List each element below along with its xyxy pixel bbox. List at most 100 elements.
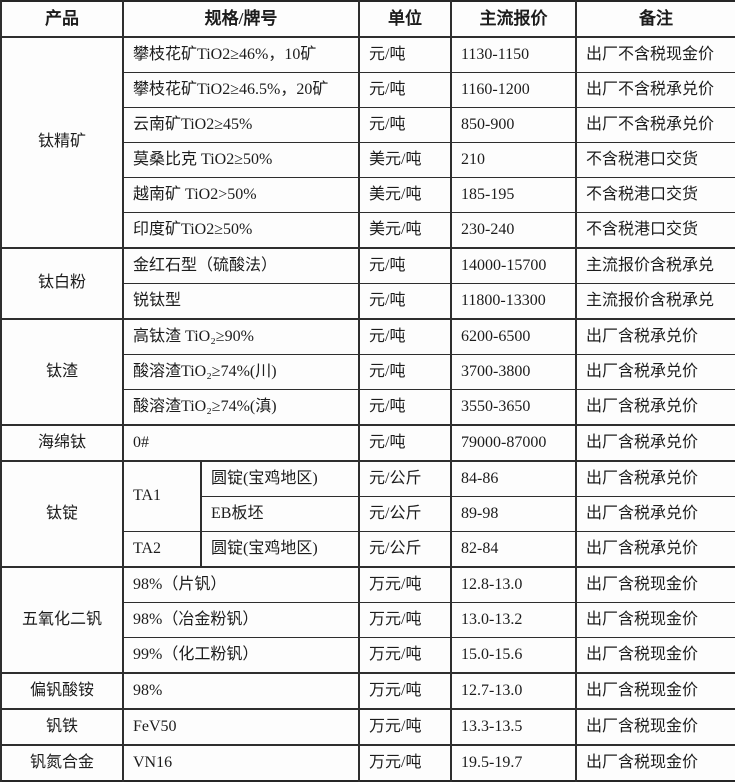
price-cell: 210: [450, 142, 578, 178]
price-cell: 84-86: [450, 460, 578, 497]
unit-cell: 美元/吨: [358, 142, 453, 178]
spec-cell: 云南矿TiO2≥45%: [121, 107, 361, 143]
price-cell: 1130-1150: [450, 36, 578, 73]
note-cell: 不含税港口交货: [575, 142, 735, 178]
table-row: 酸溶渣TiO₂≥74%(滇) 元/吨 3550-3650 出厂含税承兑价: [1, 389, 735, 426]
table-row: 钒铁 FeV50 万元/吨 13.3-13.5 出厂含税现金价: [0, 708, 735, 746]
note-cell: 主流报价含税承兑: [575, 283, 735, 320]
spec-cell: 酸溶渣TiO₂≥74%(川): [121, 354, 361, 390]
note-cell: 出厂含税现金价: [575, 672, 735, 710]
grade-cell: TA2: [122, 531, 202, 568]
note-cell: 出厂含税现金价: [575, 566, 735, 603]
table-row: 钛渣 高钛渣 TiO₂≥90% 元/吨 6200-6500 出厂含税承兑价: [0, 318, 735, 426]
header-row: 产品 规格/牌号 单位 主流报价 备注: [0, 0, 735, 38]
note-cell: 出厂不含税承兑价: [575, 72, 735, 108]
header-unit: 单位: [358, 0, 453, 38]
note-cell: 出厂含税现金价: [575, 744, 735, 782]
header-product: 产品: [0, 0, 124, 38]
price-cell: 13.3-13.5: [450, 708, 578, 746]
product-cell: 钛锭: [0, 460, 124, 568]
table-row: TA2 圆锭(宝鸡地区) 元/公斤 82-84 出厂含税承兑价: [1, 531, 735, 568]
table-row: 五氧化二钒 98%（片钒） 万元/吨 12.8-13.0 出厂含税现金价: [0, 566, 735, 674]
unit-cell: 元/吨: [358, 389, 453, 426]
table-row: 印度矿TiO2≥50% 美元/吨 230-240 不含税港口交货: [1, 212, 735, 249]
unit-cell: 元/吨: [358, 283, 453, 320]
price-cell: 3550-3650: [450, 389, 578, 426]
unit-cell: 万元/吨: [358, 637, 453, 674]
table-row: 锐钛型 元/吨 11800-13300 主流报价含税承兑: [1, 283, 735, 320]
spec-cell: 金红石型（硫酸法）: [121, 247, 361, 284]
spec-cell: 98%（冶金粉钒）: [121, 602, 361, 638]
table-row: 偏钒酸铵 98% 万元/吨 12.7-13.0 出厂含税现金价: [0, 672, 735, 710]
unit-cell: 万元/吨: [358, 602, 453, 638]
spec-cell: 0#: [121, 424, 361, 462]
table-row: 钛白粉 金红石型（硫酸法） 元/吨 14000-15700 主流报价含税承兑: [0, 247, 735, 320]
note-cell: 出厂含税现金价: [575, 637, 735, 674]
spec-cell: EB板坯: [199, 496, 361, 532]
unit-cell: 元/吨: [358, 36, 453, 73]
table-row: 莫桑比克 TiO2≥50% 美元/吨 210 不含税港口交货: [1, 142, 735, 178]
note-cell: 出厂不含税承兑价: [575, 107, 735, 143]
spec-cell: 莫桑比克 TiO2≥50%: [121, 142, 361, 178]
price-cell: 850-900: [450, 107, 578, 143]
price-cell: 19.5-19.7: [450, 744, 578, 782]
table-row: 云南矿TiO2≥45% 元/吨 850-900 出厂不含税承兑价: [1, 107, 735, 143]
note-cell: 出厂含税承兑价: [575, 389, 735, 426]
note-cell: 出厂不含税现金价: [575, 36, 735, 73]
unit-cell: 美元/吨: [358, 212, 453, 249]
unit-cell: 万元/吨: [358, 566, 453, 603]
note-cell: 不含税港口交货: [575, 212, 735, 249]
unit-cell: 元/吨: [358, 72, 453, 108]
product-cell: 海绵钛: [0, 424, 124, 462]
table-row: 钛锭 TA1 圆锭(宝鸡地区) 元/公斤 84-86 出厂含税承兑价: [0, 460, 735, 568]
spec-cell: 圆锭(宝鸡地区): [199, 531, 361, 568]
price-cell: 12.7-13.0: [450, 672, 578, 710]
note-cell: 出厂含税承兑价: [575, 318, 735, 355]
price-cell: 3700-3800: [450, 354, 578, 390]
price-cell: 12.8-13.0: [450, 566, 578, 603]
table-row: 海绵钛 0# 元/吨 79000-87000 出厂含税承兑价: [0, 424, 735, 462]
unit-cell: 元/吨: [358, 107, 453, 143]
header-spec: 规格/牌号: [121, 0, 361, 38]
unit-cell: 万元/吨: [358, 708, 453, 746]
price-cell: 13.0-13.2: [450, 602, 578, 638]
header-note: 备注: [575, 0, 735, 38]
product-cell: 五氧化二钒: [0, 566, 124, 674]
spec-cell: 酸溶渣TiO₂≥74%(滇): [121, 389, 361, 426]
product-cell: 偏钒酸铵: [0, 672, 124, 710]
spec-cell: 攀枝花矿TiO2≥46%，10矿: [121, 36, 361, 73]
spec-cell: 印度矿TiO2≥50%: [121, 212, 361, 249]
unit-cell: 元/吨: [358, 424, 453, 462]
spec-cell: 99%（化工粉钒）: [121, 637, 361, 674]
product-cell: 钒铁: [0, 708, 124, 746]
table-row: EB板坯 元/公斤 89-98 出厂含税承兑价: [1, 496, 735, 532]
table-row: 攀枝花矿TiO2≥46.5%，20矿 元/吨 1160-1200 出厂不含税承兑…: [1, 72, 735, 108]
spec-cell: 高钛渣 TiO₂≥90%: [121, 318, 361, 355]
note-cell: 出厂含税现金价: [575, 708, 735, 746]
note-cell: 不含税港口交货: [575, 177, 735, 213]
price-cell: 1160-1200: [450, 72, 578, 108]
table-row: 钛精矿 攀枝花矿TiO2≥46%，10矿 元/吨 1130-1150 出厂不含税…: [0, 36, 735, 249]
price-cell: 15.0-15.6: [450, 637, 578, 674]
spec-cell: FeV50: [121, 708, 361, 746]
price-cell: 11800-13300: [450, 283, 578, 320]
note-cell: 出厂含税承兑价: [575, 354, 735, 390]
price-cell: 185-195: [450, 177, 578, 213]
note-cell: 出厂含税现金价: [575, 602, 735, 638]
unit-cell: 万元/吨: [358, 672, 453, 710]
unit-cell: 美元/吨: [358, 177, 453, 213]
unit-cell: 元/吨: [358, 318, 453, 355]
spec-cell: VN16: [121, 744, 361, 782]
unit-cell: 元/吨: [358, 247, 453, 284]
product-cell: 钒氮合金: [0, 744, 124, 782]
spec-cell: 98%（片钒）: [121, 566, 361, 603]
spec-cell: 越南矿 TiO2>50%: [121, 177, 361, 213]
unit-cell: 元/公斤: [358, 531, 453, 568]
price-cell: 79000-87000: [450, 424, 578, 462]
product-cell: 钛渣: [0, 318, 124, 426]
spec-cell: 98%: [121, 672, 361, 710]
price-cell: 14000-15700: [450, 247, 578, 284]
note-cell: 出厂含税承兑价: [575, 531, 735, 568]
table-row: 酸溶渣TiO₂≥74%(川) 元/吨 3700-3800 出厂含税承兑价: [1, 354, 735, 390]
